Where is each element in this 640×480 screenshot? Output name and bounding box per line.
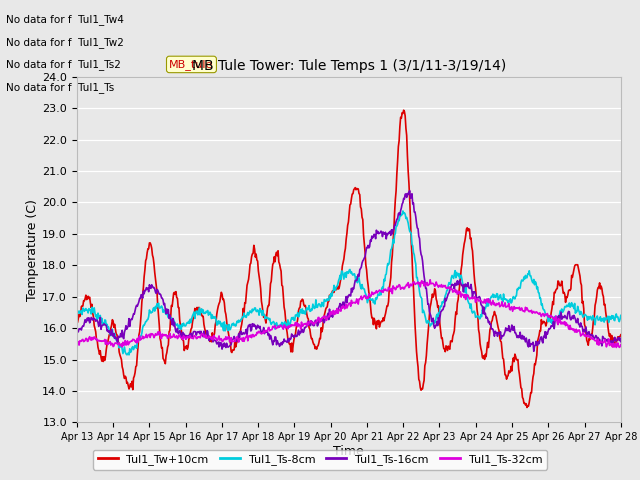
Tul1_Ts-16cm <box>406 188 413 193</box>
Tul1_Ts-16cm <box>194 329 202 335</box>
Tul1_Ts-8cm <box>223 324 231 329</box>
Tul1_Tw+10cm <box>431 288 439 293</box>
Tul1_Tw+10cm <box>617 332 625 337</box>
Text: No data for f  Tul1_Tw4: No data for f Tul1_Tw4 <box>6 14 124 25</box>
Tul1_Ts-8cm <box>399 208 407 214</box>
Tul1_Ts-32cm <box>431 283 439 288</box>
Tul1_Ts-16cm <box>431 323 439 328</box>
Tul1_Ts-32cm <box>139 333 147 339</box>
Tul1_Ts-8cm <box>195 309 202 314</box>
Tul1_Ts-32cm <box>223 336 230 342</box>
Tul1_Ts-8cm <box>417 293 424 299</box>
Tul1_Ts-16cm <box>83 318 90 324</box>
Tul1_Ts-8cm <box>140 323 147 328</box>
Tul1_Ts-16cm <box>617 339 625 345</box>
Tul1_Tw+10cm <box>523 405 531 410</box>
Legend: Tul1_Tw+10cm, Tul1_Ts-8cm, Tul1_Ts-16cm, Tul1_Ts-32cm: Tul1_Tw+10cm, Tul1_Ts-8cm, Tul1_Ts-16cm,… <box>93 450 547 469</box>
Line: Tul1_Ts-8cm: Tul1_Ts-8cm <box>77 211 621 355</box>
Tul1_Ts-8cm <box>83 307 90 313</box>
Tul1_Ts-32cm <box>83 336 90 341</box>
Text: No data for f  Tul1_Tw2: No data for f Tul1_Tw2 <box>6 37 124 48</box>
Text: No data for f  Tul1_Ts2: No data for f Tul1_Ts2 <box>6 60 121 71</box>
Tul1_Ts-32cm <box>194 334 202 340</box>
Tul1_Ts-8cm <box>617 312 625 318</box>
Tul1_Ts-16cm <box>416 236 424 241</box>
Tul1_Ts-32cm <box>617 342 625 348</box>
Tul1_Ts-32cm <box>426 277 434 283</box>
Text: No data for f  Tul1_Ts: No data for f Tul1_Ts <box>6 82 115 93</box>
Tul1_Ts-16cm <box>223 340 230 346</box>
Tul1_Ts-32cm <box>415 281 422 287</box>
Title: MB Tule Tower: Tule Temps 1 (3/1/11-3/19/14): MB Tule Tower: Tule Temps 1 (3/1/11-3/19… <box>191 59 506 73</box>
Tul1_Tw+10cm <box>83 297 90 302</box>
Tul1_Tw+10cm <box>194 309 202 314</box>
Tul1_Ts-8cm <box>73 306 81 312</box>
Tul1_Ts-16cm <box>73 328 81 334</box>
Y-axis label: Temperature (C): Temperature (C) <box>26 199 40 300</box>
Tul1_Tw+10cm <box>400 108 408 113</box>
Tul1_Tw+10cm <box>139 291 147 297</box>
Tul1_Tw+10cm <box>73 319 81 325</box>
Tul1_Ts-8cm <box>433 314 440 320</box>
Line: Tul1_Ts-16cm: Tul1_Ts-16cm <box>77 191 621 351</box>
Tul1_Ts-32cm <box>612 345 620 350</box>
Text: MB_tule: MB_tule <box>169 59 214 70</box>
Tul1_Tw+10cm <box>223 318 230 324</box>
Tul1_Ts-16cm <box>139 295 147 301</box>
Line: Tul1_Tw+10cm: Tul1_Tw+10cm <box>77 110 621 408</box>
X-axis label: Time: Time <box>333 445 364 458</box>
Line: Tul1_Ts-32cm: Tul1_Ts-32cm <box>77 280 621 348</box>
Tul1_Ts-32cm <box>73 336 81 342</box>
Tul1_Ts-8cm <box>125 352 133 358</box>
Tul1_Tw+10cm <box>416 378 424 384</box>
Tul1_Ts-16cm <box>530 348 538 354</box>
